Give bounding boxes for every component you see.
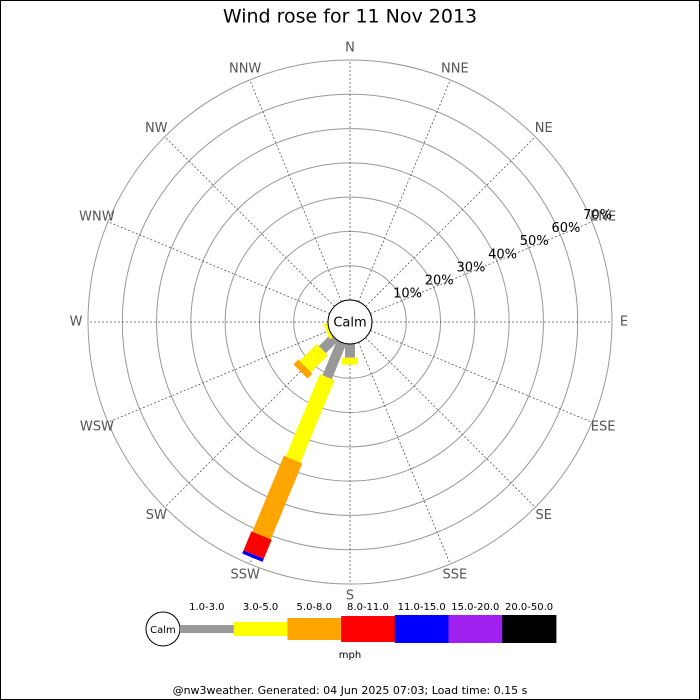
ring <box>224 196 476 448</box>
wind-bar <box>318 334 338 354</box>
direction-label: ENE <box>590 210 616 225</box>
footer: @nw3weather. Generated: 04 Jun 2025 07:0… <box>173 684 528 697</box>
calm-label: Calm <box>333 316 366 331</box>
direction-label: S <box>346 589 354 604</box>
legend-label: 15.0-20.0 <box>451 602 499 613</box>
legend-swatch <box>448 615 503 643</box>
legend-label: 11.0-15.0 <box>398 602 446 613</box>
spoke <box>249 79 342 302</box>
legend-label: 3.0-5.0 <box>243 602 278 613</box>
wind-bar <box>285 374 335 463</box>
legend-swatch <box>180 625 235 633</box>
direction-label: SW <box>146 508 167 523</box>
ring <box>156 128 544 516</box>
wind-bar <box>323 323 333 340</box>
legend-calm-label: Calm <box>150 625 176 636</box>
unit-label: mph <box>339 650 361 661</box>
wind-bar <box>242 550 264 562</box>
wind-bar <box>342 357 358 365</box>
ring-label: 20% <box>425 274 454 289</box>
spoke <box>107 221 330 314</box>
direction-label: NW <box>145 121 168 136</box>
wind-bar <box>299 344 328 373</box>
wind-bar <box>252 455 303 540</box>
ring-label: 10% <box>393 287 422 302</box>
ring <box>87 59 613 585</box>
legend-label: 1.0-3.0 <box>189 602 224 613</box>
legend-label: 8.0-11.0 <box>347 602 389 613</box>
calm-circle <box>327 299 373 345</box>
direction-label: NNW <box>229 61 261 76</box>
spoke <box>164 136 335 307</box>
legend-swatch <box>287 618 342 640</box>
direction-label: WNW <box>79 210 115 225</box>
spoke <box>107 330 330 423</box>
legend-swatch <box>233 622 288 636</box>
direction-label: E <box>620 315 628 330</box>
ring-label: 60% <box>551 221 580 236</box>
direction-label: WSW <box>80 419 114 434</box>
spoke <box>365 136 536 307</box>
ring-label: 40% <box>488 247 517 262</box>
legend-swatch <box>394 615 449 643</box>
direction-label: NE <box>535 121 553 136</box>
wind-bar <box>345 344 355 358</box>
direction-label: W <box>70 315 83 330</box>
direction-label: SSE <box>442 568 467 583</box>
spoke <box>370 330 593 423</box>
direction-label: N <box>345 41 355 56</box>
ring <box>293 265 407 379</box>
wind-bar <box>243 531 272 559</box>
direction-label: SSW <box>230 568 260 583</box>
ring-label: 50% <box>520 234 549 249</box>
spoke <box>358 342 451 565</box>
legend-swatch <box>502 615 557 643</box>
wind-bar <box>293 359 313 379</box>
ring-label: 70% <box>583 208 612 223</box>
legend-label: 20.0-50.0 <box>505 602 553 613</box>
legend-label: 5.0-8.0 <box>297 602 332 613</box>
spoke <box>365 337 536 508</box>
direction-label: SE <box>536 508 552 523</box>
wind-bar <box>322 340 347 380</box>
spoke <box>370 221 593 314</box>
legend-swatch <box>341 616 396 642</box>
direction-label: ESE <box>591 419 616 434</box>
chart-title: Wind rose for 11 Nov 2013 <box>223 6 477 28</box>
spoke <box>358 79 451 302</box>
direction-label: NNE <box>441 61 469 76</box>
ring-label: 30% <box>456 260 485 275</box>
